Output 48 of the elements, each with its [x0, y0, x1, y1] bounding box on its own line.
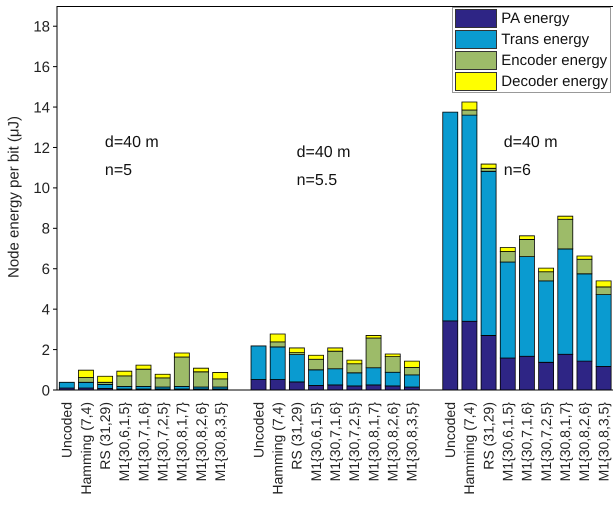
y-tick-label: 2	[42, 342, 50, 359]
x-tick-label: M1{30,8,1,7}	[365, 402, 382, 482]
x-tick-label: Hamming (7,4)	[78, 402, 94, 495]
x-tick-label: M1{30,8,2,6}	[192, 402, 209, 482]
x-tick-label: M1{30,7,2,5}	[154, 402, 170, 482]
x-tick-label: M1{30,6,1,5}	[308, 402, 324, 482]
x-tick-label: M1{30,7,2,5}	[538, 402, 554, 482]
x-tick-label: RS (31,29)	[288, 402, 305, 470]
x-tick-label: M1{30,8,3,5}	[212, 402, 228, 482]
y-tick-label: 16	[33, 58, 50, 76]
x-tick-label: Hamming (7,4)	[461, 402, 478, 495]
y-tick-label: 8	[42, 220, 50, 238]
y-tick-label: 0	[42, 382, 50, 400]
x-tick-label: Uncoded	[58, 402, 75, 458]
legend-label: PA energy	[501, 10, 570, 27]
y-tick-label: 6	[42, 261, 50, 278]
y-tick-label: 4	[42, 301, 50, 318]
x-tick-label: M1{30,8,3,5}	[595, 402, 612, 482]
legend-label: Trans energy	[501, 31, 590, 48]
x-tick-label: Uncoded	[442, 402, 458, 458]
annotation: n=5	[104, 162, 132, 180]
x-tick-label: M1{30,6,1,5}	[116, 402, 132, 482]
x-tick-label: M1{30,8,3,5}	[404, 402, 420, 482]
x-tick-label: M1{30,6,1,5}	[500, 402, 516, 482]
x-tick-label: M1{30,7,2,5}	[346, 402, 362, 482]
x-tick-label: RS (31,29)	[480, 402, 496, 470]
x-tick-label: M1{30,8,2,6}	[576, 402, 592, 482]
y-tick-label: 10	[33, 180, 50, 198]
annotation: d=40 m	[296, 144, 350, 162]
x-tick-label: M1{30,8,1,7}	[174, 402, 190, 482]
x-tick-label: M1{30,7,1,6}	[135, 402, 152, 482]
y-axis-title: Node energy per bit (μJ)	[5, 116, 22, 278]
x-tick-label: M1{30,8,1,7}	[557, 402, 574, 482]
legend-label: Decoder energy	[501, 73, 608, 90]
y-tick-label: 14	[33, 99, 50, 116]
annotation: n=6	[504, 162, 531, 180]
x-tick-label: RS (31,29)	[96, 402, 113, 470]
annotation: d=40 m	[504, 134, 558, 152]
x-tick-label: M1{30,7,1,6}	[327, 402, 343, 482]
x-tick-label: M1{30,7,1,6}	[518, 402, 535, 482]
annotation: d=40 m	[104, 134, 159, 152]
y-tick-label: 12	[33, 140, 50, 157]
x-tick-label: Hamming (7,4)	[269, 402, 286, 495]
annotation: n=5.5	[296, 172, 338, 190]
y-tick-label: 18	[33, 18, 50, 36]
x-tick-label: M1{30,8,2,6}	[384, 402, 401, 482]
legend-label: Encoder energy	[501, 52, 608, 69]
x-tick-label: Uncoded	[250, 402, 266, 458]
